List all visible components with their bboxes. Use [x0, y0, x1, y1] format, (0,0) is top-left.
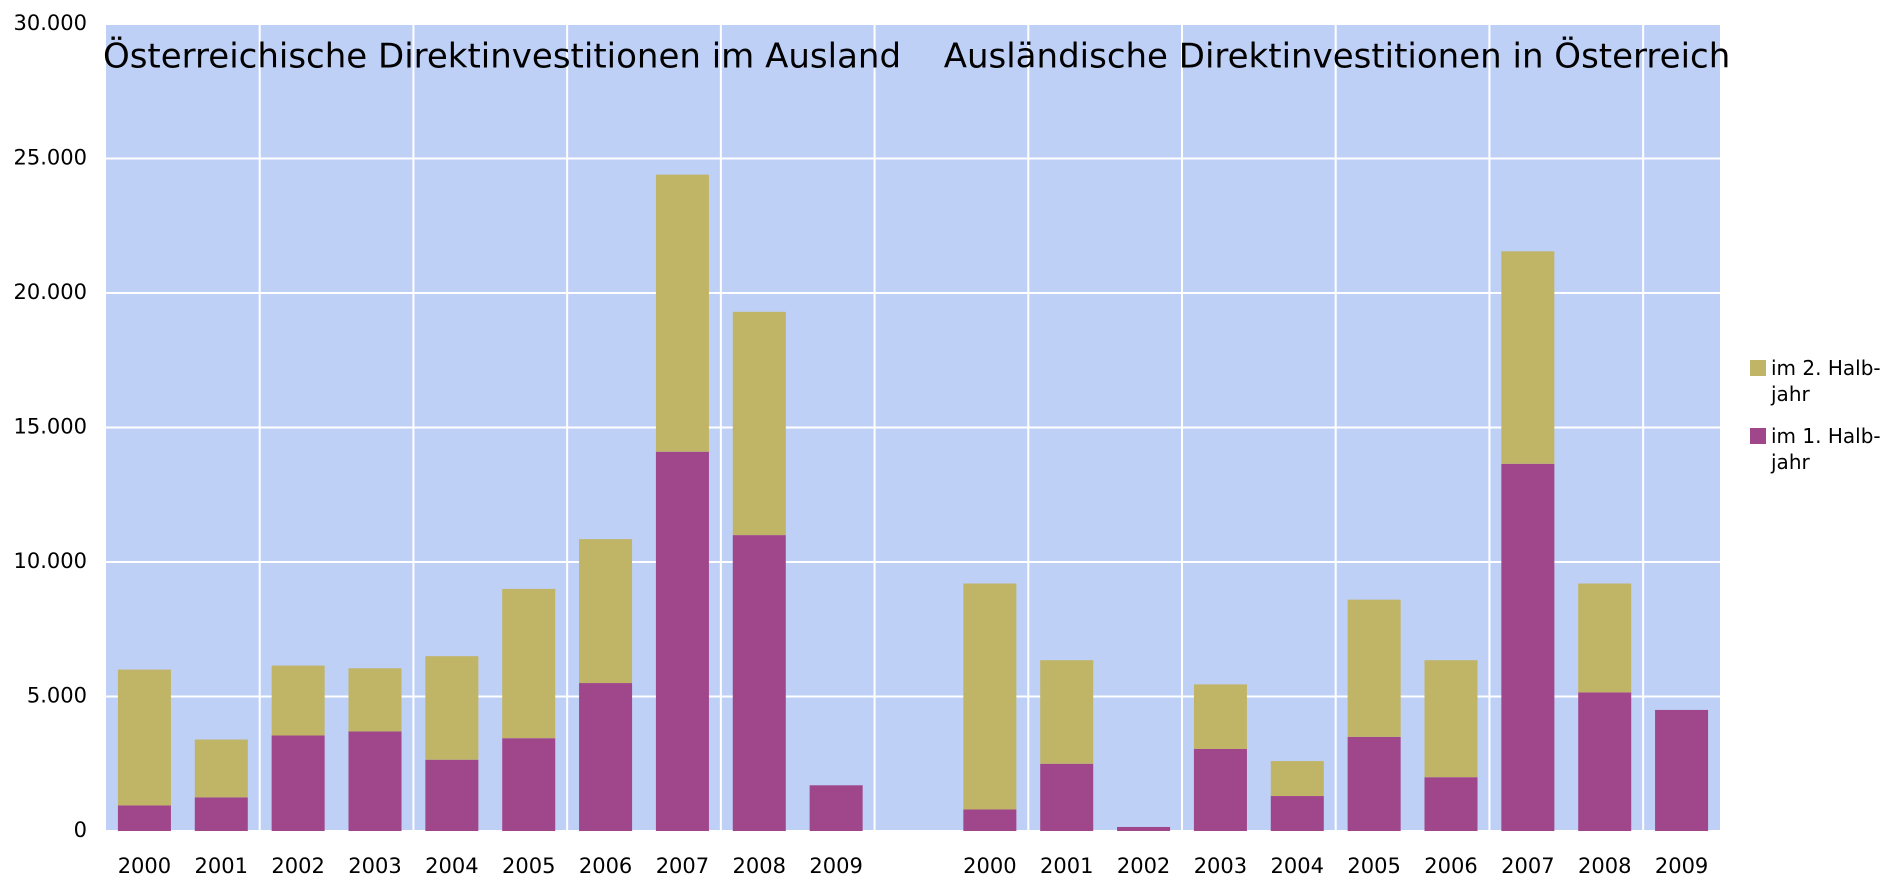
legend-swatch — [1750, 360, 1766, 376]
bar-segment — [1578, 692, 1632, 831]
legend: im 2. Halb­jahr im 1. Halb­jahr — [1750, 355, 1890, 491]
x-tick-label: 2001 — [1040, 854, 1093, 878]
bar-segment — [1040, 763, 1094, 831]
bar-segment — [425, 656, 479, 760]
x-tick-label: 2005 — [502, 854, 555, 878]
x-tick-label: 2002 — [1117, 854, 1170, 878]
legend-item: im 1. Halb­jahr — [1750, 423, 1890, 475]
bar-segment — [1655, 709, 1709, 831]
bar-segment — [425, 759, 479, 831]
y-tick-label: 25.000 — [14, 146, 87, 170]
y-tick-label: 0 — [74, 818, 87, 842]
bar-segment — [579, 683, 633, 831]
y-tick-label: 20.000 — [14, 280, 87, 304]
y-tick-label: 10.000 — [14, 549, 87, 573]
x-tick-label: 2003 — [348, 854, 401, 878]
legend-item: im 2. Halb­jahr — [1750, 355, 1890, 407]
bar-segment — [809, 785, 863, 831]
bar-segment — [502, 738, 556, 831]
x-tick-label: 2003 — [1194, 854, 1247, 878]
chart-annotation: Österreichische Direktinvestitionen im A… — [103, 36, 901, 77]
x-tick-label: 2000 — [963, 854, 1016, 878]
bar-segment — [655, 174, 709, 452]
bar-segment — [348, 668, 402, 732]
bar-segment — [1193, 748, 1247, 831]
x-tick-label: 2009 — [1655, 854, 1708, 878]
x-tick-label: 2006 — [579, 854, 632, 878]
x-tick-label: 2007 — [656, 854, 709, 878]
bar-segment — [963, 809, 1017, 831]
bar-segment — [1424, 660, 1478, 778]
bar-segment — [271, 665, 325, 736]
bar-segment — [194, 739, 248, 798]
x-tick-label: 2002 — [271, 854, 324, 878]
x-tick-label: 2009 — [809, 854, 862, 878]
bar-segment — [1193, 684, 1247, 749]
x-tick-label: 2006 — [1424, 854, 1477, 878]
bar-segment — [1270, 796, 1324, 831]
bar-segment — [502, 588, 556, 739]
x-tick-label: 2007 — [1501, 854, 1554, 878]
bar-segment — [1501, 463, 1555, 831]
legend-label: im 2. Halb­jahr — [1771, 356, 1881, 406]
x-tick-label: 2004 — [425, 854, 478, 878]
bar-segment — [271, 735, 325, 831]
bar-segment — [1117, 826, 1171, 831]
y-tick-label: 30.000 — [14, 11, 87, 35]
bar-segment — [348, 731, 402, 831]
bar-segment — [1270, 761, 1324, 797]
bar-segment — [117, 669, 171, 806]
y-tick-label: 15.000 — [14, 415, 87, 439]
legend-swatch — [1750, 428, 1766, 444]
bar-segment — [655, 451, 709, 831]
x-tick-label: 2008 — [733, 854, 786, 878]
bar-segment — [194, 797, 248, 831]
x-tick-label: 2005 — [1347, 854, 1400, 878]
bar-segment — [1501, 251, 1555, 464]
bar-segment — [1347, 599, 1401, 737]
x-tick-label: 2008 — [1578, 854, 1631, 878]
y-tick-label: 5.000 — [27, 684, 87, 708]
bar-segment — [732, 311, 786, 536]
bar-segment — [963, 583, 1017, 810]
bar-segment — [1347, 736, 1401, 831]
x-tick-label: 2000 — [118, 854, 171, 878]
x-tick-label: 2004 — [1271, 854, 1324, 878]
x-tick-label: 2001 — [195, 854, 248, 878]
chart-annotation: Ausländische Direktinvestitionen in Öste… — [944, 36, 1731, 77]
legend-label: im 1. Halb­jahr — [1771, 424, 1881, 474]
bar-segment — [1578, 583, 1632, 693]
bar-segment — [117, 805, 171, 831]
bar-segment — [579, 539, 633, 684]
bar-segment — [732, 535, 786, 831]
bar-segment — [1040, 660, 1094, 764]
bar-segment — [1424, 777, 1478, 831]
